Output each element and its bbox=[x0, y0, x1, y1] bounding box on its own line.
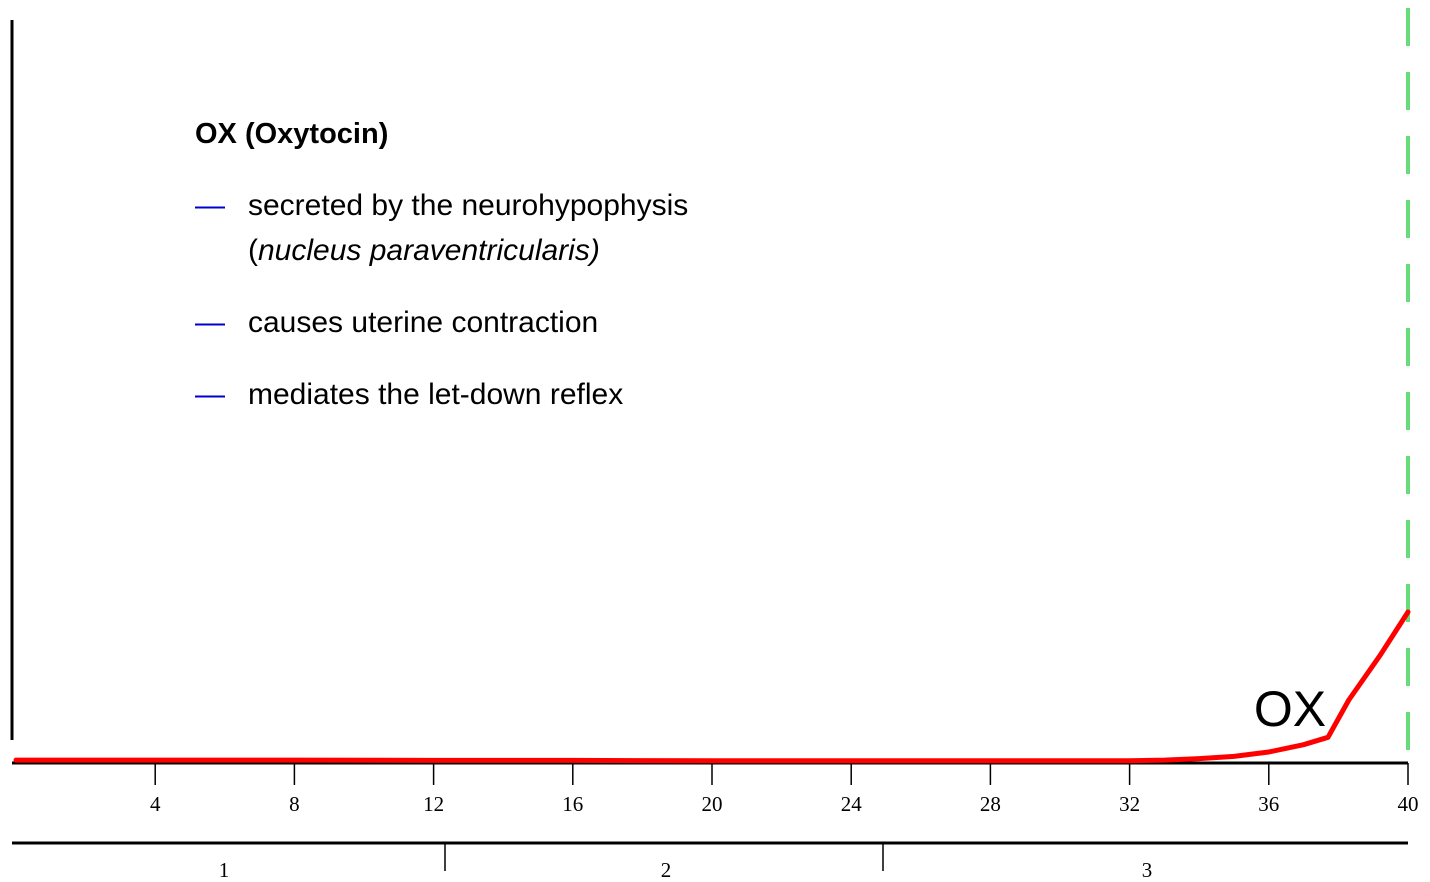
x-tick-label: 20 bbox=[702, 792, 723, 816]
data-line bbox=[13, 609, 1411, 764]
x-tick-label: 24 bbox=[841, 792, 863, 816]
annotation-title: OX (Oxytocin) bbox=[195, 118, 388, 150]
x-tick-label: 16 bbox=[562, 792, 583, 816]
x-tick-label: 28 bbox=[980, 792, 1001, 816]
bullet-marker: — bbox=[195, 306, 225, 339]
bullet-text-italic: nucleus paraventricularis) bbox=[258, 234, 600, 267]
x-tick-label: 36 bbox=[1258, 792, 1279, 816]
trimester-label: 2 bbox=[661, 858, 672, 882]
bullet-text-part: ( bbox=[248, 234, 258, 267]
bullet-text: mediates the let-down reflex bbox=[248, 378, 623, 411]
series-label: OX bbox=[1254, 681, 1326, 737]
trimester-label: 1 bbox=[219, 858, 230, 882]
x-tick-label: 4 bbox=[150, 792, 161, 816]
bullet-marker: — bbox=[195, 378, 225, 411]
x-tick-label: 12 bbox=[423, 792, 444, 816]
x-tick-label: 8 bbox=[289, 792, 300, 816]
bullet-text: secreted by the neurohypophysis bbox=[248, 189, 688, 222]
trimester-label: 3 bbox=[1142, 858, 1153, 882]
x-tick-label: 40 bbox=[1398, 792, 1419, 816]
bullet-marker: — bbox=[195, 189, 225, 222]
x-tick-label: 32 bbox=[1119, 792, 1140, 816]
bullet-text: causes uterine contraction bbox=[248, 306, 598, 339]
annotation-list: — secreted by the neurohypophysis (nucle… bbox=[195, 189, 688, 411]
bullet-text: (nucleus paraventricularis) bbox=[248, 234, 600, 267]
